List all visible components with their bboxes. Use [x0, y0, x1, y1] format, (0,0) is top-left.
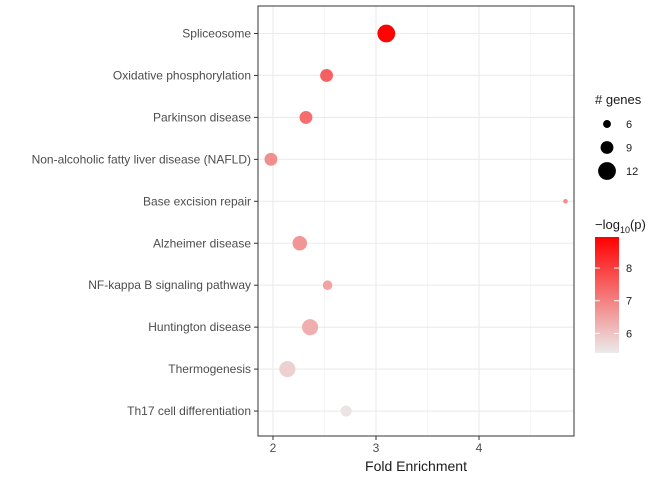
- colorbar-label: 7: [626, 296, 632, 308]
- size-legend-key: [598, 162, 616, 180]
- y-tick-label: Oxidative phosphorylation: [113, 68, 251, 82]
- size-legend-key: [600, 141, 614, 154]
- data-point: [322, 280, 333, 290]
- color-legend-title: −log10(p): [595, 217, 646, 235]
- data-point: [377, 24, 396, 43]
- x-tick-label: 2: [270, 441, 277, 455]
- x-axis: 2 3 4: [270, 436, 483, 455]
- y-tick-label: Parkinson disease: [153, 110, 251, 124]
- data-point: [563, 199, 568, 204]
- y-tick-label: Spliceosome: [182, 27, 251, 41]
- data-point: [264, 152, 278, 166]
- y-tick-label: Non-alcoholic fatty liver disease (NAFLD…: [32, 152, 251, 166]
- data-point: [279, 361, 296, 378]
- colorbar-label: 6: [626, 328, 632, 340]
- color-legend: −log10(p) 6 7 8: [595, 217, 646, 353]
- data-point: [292, 236, 308, 251]
- data-point: [340, 405, 352, 417]
- size-legend-label: 12: [626, 166, 638, 178]
- data-point: [302, 319, 319, 336]
- size-legend-label: 9: [626, 143, 632, 155]
- gridlines: [258, 6, 574, 436]
- y-axis: Spliceosome Oxidative phosphorylation Park…: [32, 27, 258, 418]
- data-point: [299, 110, 313, 124]
- size-legend: # genes 6 9 12: [595, 92, 642, 180]
- colorbar-label: 8: [626, 263, 632, 275]
- y-tick-label: Th17 cell differentiation: [127, 404, 251, 418]
- y-tick-label: Thermogenesis: [168, 362, 251, 376]
- size-legend-key: [603, 120, 611, 128]
- colorbar: [595, 237, 619, 353]
- plot-panel-border: [257, 5, 575, 437]
- y-tick-label: NF-kappa B signaling pathway: [88, 278, 251, 292]
- y-tick-label: Base excision repair: [143, 194, 251, 208]
- x-tick-label: 3: [373, 441, 380, 455]
- points-layer: [264, 24, 568, 417]
- x-tick-label: 4: [476, 441, 483, 455]
- y-tick-label: Alzheimer disease: [153, 236, 251, 250]
- data-point: [320, 69, 333, 82]
- y-tick-label: Huntington disease: [148, 320, 251, 334]
- x-axis-title: Fold Enrichment: [365, 458, 467, 474]
- size-legend-label: 6: [626, 119, 632, 131]
- size-legend-title: # genes: [595, 92, 642, 107]
